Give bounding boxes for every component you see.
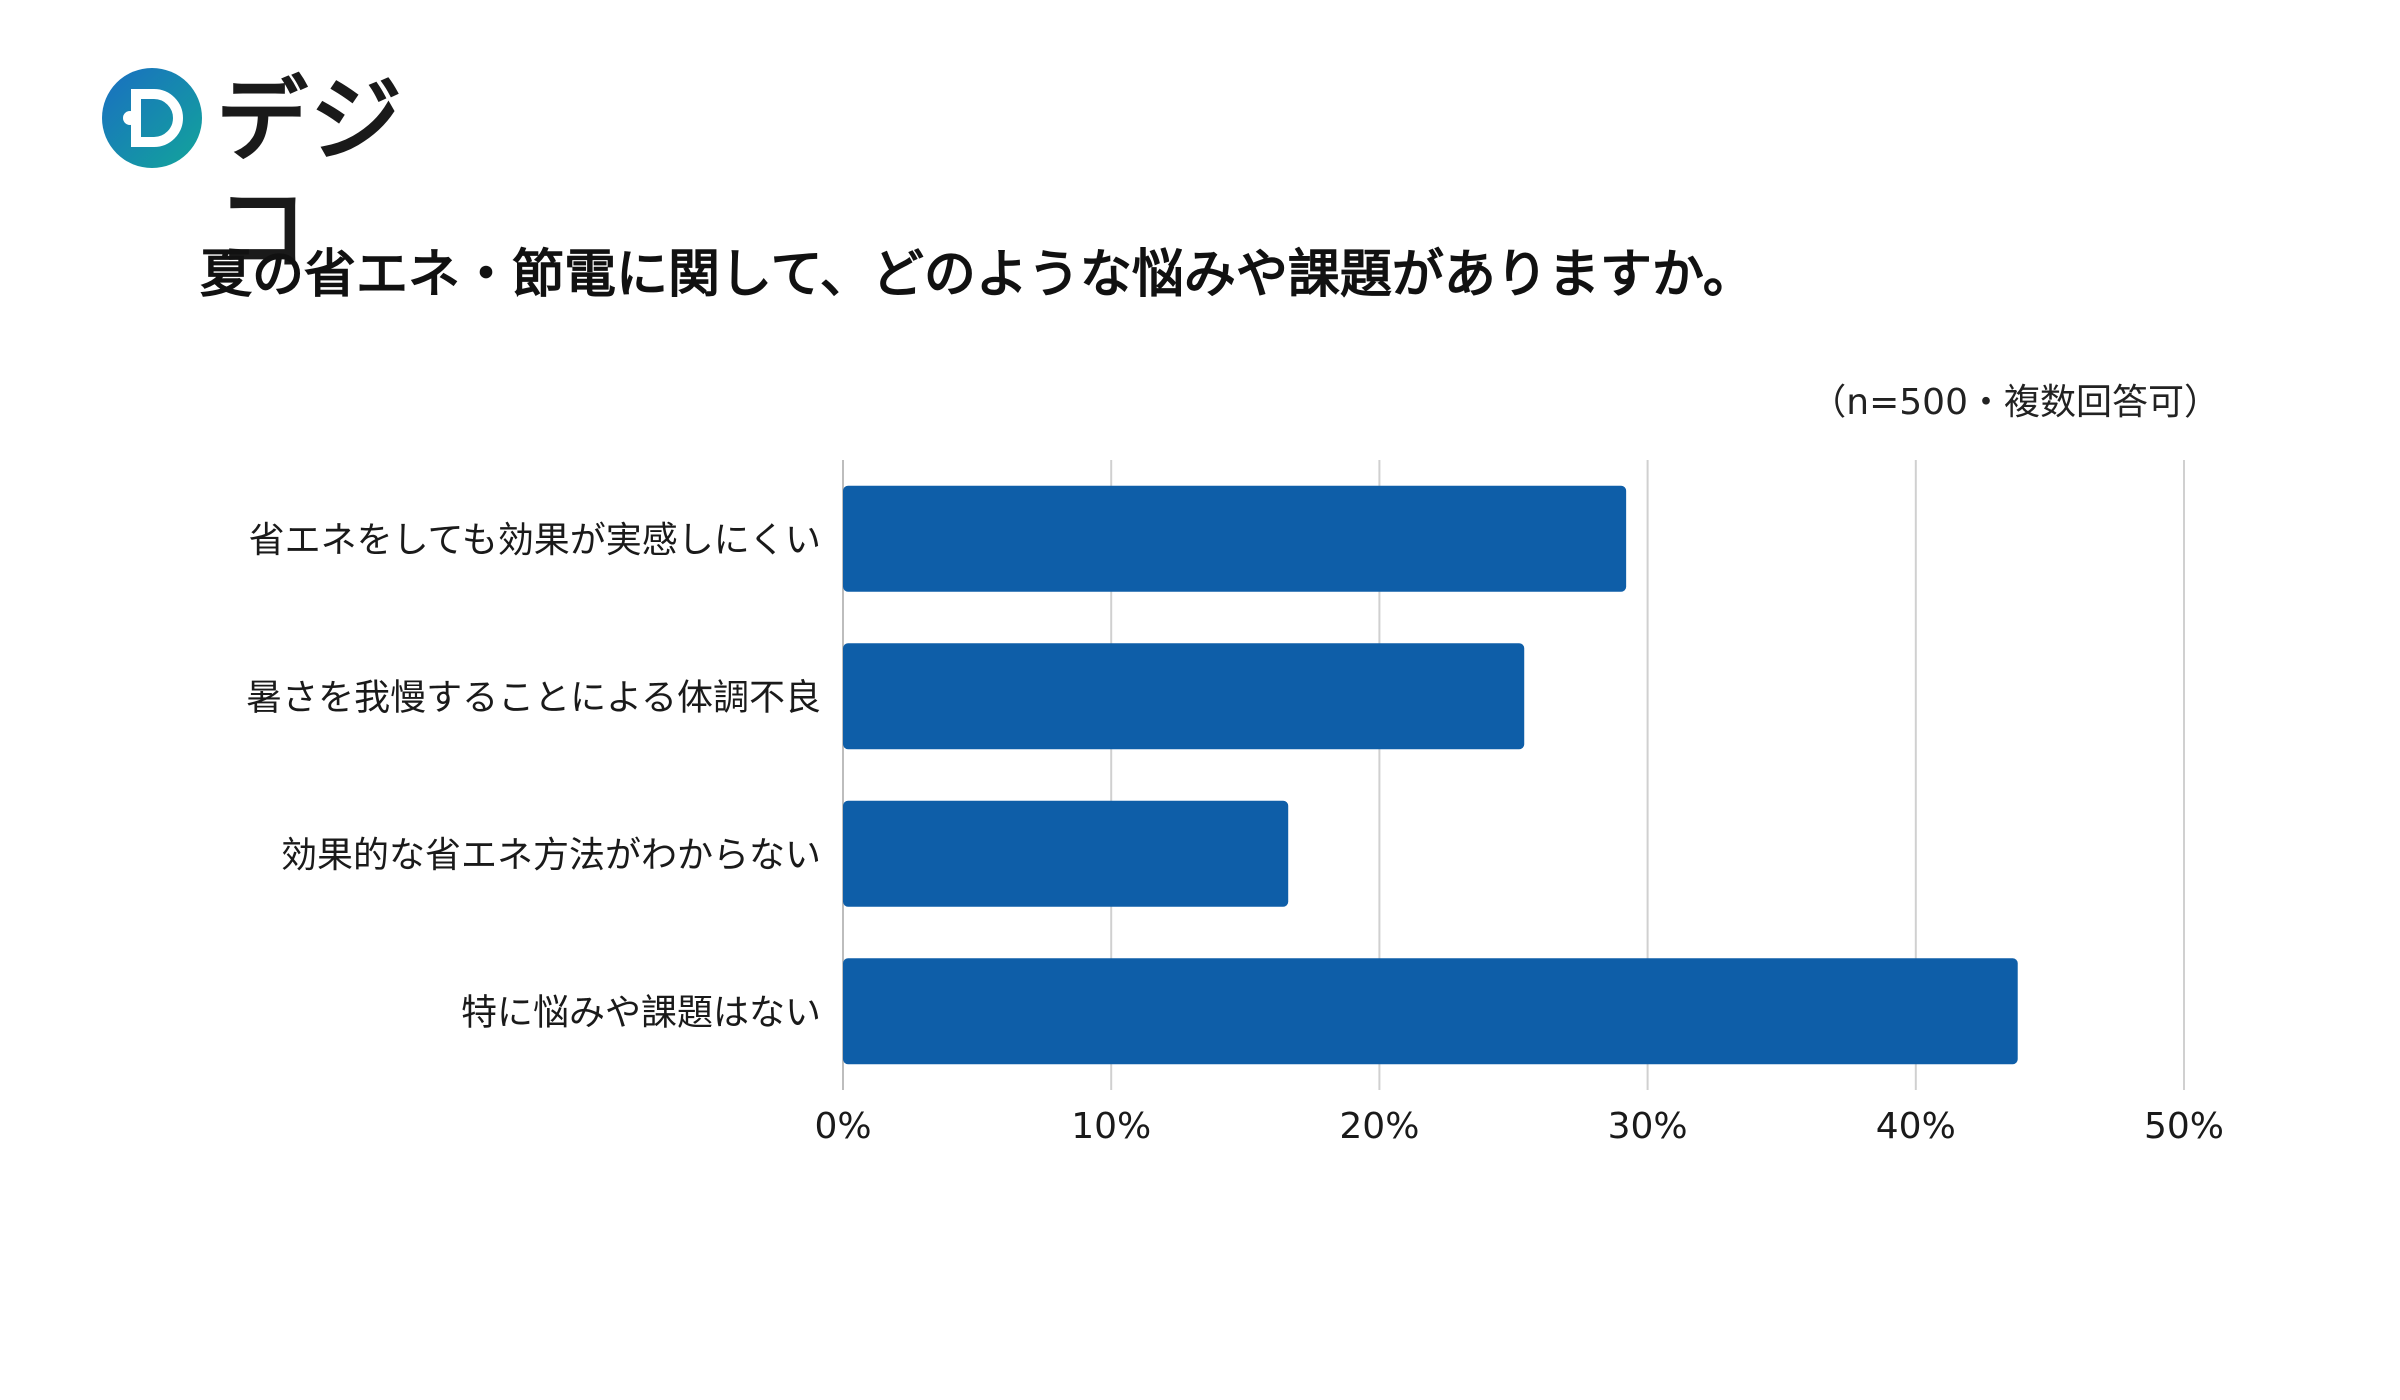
x-tick-label: 30% [1608, 1106, 1688, 1147]
x-tick-label: 40% [1876, 1106, 1956, 1147]
category-label: 特に悩みや課題はない [461, 992, 821, 1033]
bars [843, 485, 2018, 1065]
x-tick-label: 0% [814, 1106, 871, 1147]
category-label: 効果的な省エネ方法がわからない [281, 835, 821, 876]
sample-note: （n=500・複数回答可） [1810, 382, 2220, 423]
bar [843, 958, 2018, 1065]
logo-mark-icon [102, 68, 202, 168]
x-tick-label: 20% [1339, 1106, 1419, 1147]
x-tick-label: 50% [2144, 1106, 2224, 1147]
brand-logo: デジコ [100, 66, 480, 284]
chart-title: 夏の省エネ・節電に関して、どのような悩みや課題がありますか。 [200, 245, 1755, 305]
category-label: 省エネをしても効果が実感しにくい [249, 520, 821, 561]
category-labels: 省エネをしても効果が実感しにくい暑さを我慢することによる体調不良効果的な省エネ方… [246, 520, 821, 1034]
bar [843, 485, 1627, 592]
brand-name: デジコ [216, 67, 405, 284]
x-axis-ticks: 0% 10% 20% 30% 40% 50% [814, 1106, 2224, 1147]
category-label: 暑さを我慢することによる体調不良 [246, 677, 821, 718]
x-tick-label: 10% [1071, 1106, 1151, 1147]
bar [843, 800, 1289, 907]
bar [843, 643, 1525, 750]
